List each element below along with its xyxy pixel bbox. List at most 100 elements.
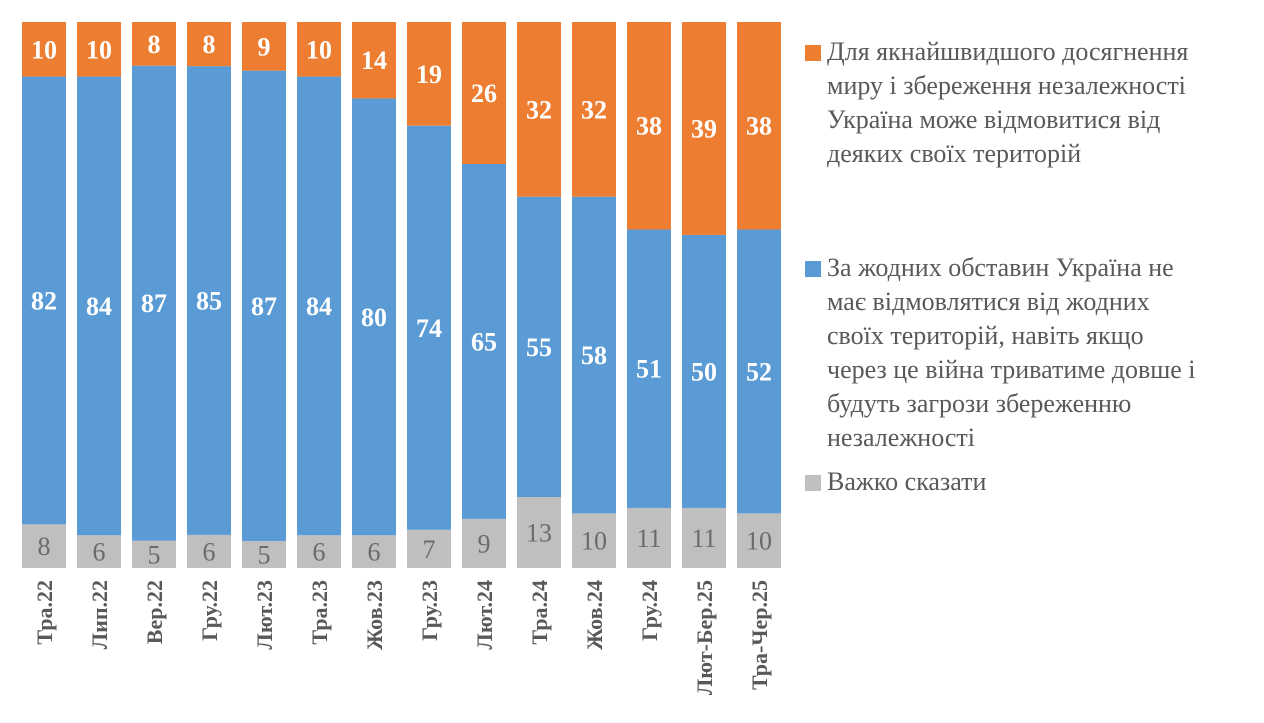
bar-segment-hard-to-say	[22, 524, 66, 568]
data-label: 38	[746, 112, 772, 141]
legend-line: своїх територій, навіть якщо	[827, 321, 1144, 350]
data-label: 32	[581, 95, 607, 124]
bar-segment-concede	[22, 22, 66, 77]
data-label: 10	[31, 35, 57, 64]
data-label: 65	[471, 327, 497, 356]
bar-segment-concede	[737, 22, 781, 230]
bar-stack: 11 51 38	[627, 22, 671, 568]
data-label: 5	[148, 540, 161, 569]
bar-segment-concede	[462, 22, 506, 164]
bar-stack: 6 84 10	[297, 22, 341, 568]
bar-stack: 8 82 10	[22, 22, 66, 568]
bar-segment-hard-to-say	[297, 535, 341, 568]
x-tick-label: Жов.23	[362, 580, 387, 650]
bar-segment-hard-to-say	[737, 513, 781, 568]
legend-line: незалежності	[827, 423, 975, 452]
legend-swatch-blue	[805, 261, 821, 277]
data-label: 11	[636, 524, 661, 553]
bar-segment-no-concession	[407, 125, 451, 530]
x-tick-label: Лют.24	[472, 580, 497, 650]
bar-segment-concede	[407, 22, 451, 126]
legend-line: деяких своїх територій	[827, 139, 1082, 168]
data-label: 8	[203, 30, 216, 59]
bar-segment-no-concession	[627, 229, 671, 508]
bar-stack: 5 87 9	[242, 22, 286, 569]
x-tick-label: Лют.23	[252, 580, 277, 650]
x-tick-label: Тра.23	[307, 580, 332, 645]
data-label: 87	[251, 292, 277, 321]
legend-line: через це війна триватиме довше і	[827, 355, 1196, 384]
data-label: 84	[86, 292, 112, 321]
data-label: 14	[361, 46, 387, 75]
x-tick-label: Тра.24	[527, 580, 552, 645]
data-label: 9	[478, 529, 491, 558]
legend-line: За жодних обставин Україна не	[827, 253, 1174, 282]
bar-segment-no-concession	[572, 196, 616, 514]
bar-stack: 6 85 8	[187, 22, 231, 568]
bar-segment-hard-to-say	[517, 497, 561, 568]
bar-segment-hard-to-say	[462, 518, 506, 568]
data-label: 7	[423, 535, 436, 564]
data-label: 6	[93, 538, 106, 567]
bar-stack: 9 65 26	[462, 22, 506, 568]
legend-label: За жодних обставин Україна не має відмов…	[827, 251, 1255, 455]
legend-line: Україна може відмовитися від	[827, 105, 1161, 134]
data-label: 19	[416, 60, 442, 89]
data-label: 9	[258, 32, 271, 61]
x-tick-label: Тра.22	[32, 580, 57, 645]
bar-stack: 7 74 19	[407, 22, 451, 568]
x-tick-label: Лют-Бер.25	[692, 580, 717, 695]
x-tick-label: Гру.24	[637, 580, 662, 641]
bar-segment-no-concession	[187, 66, 231, 535]
bar-segment-no-concession	[22, 76, 66, 525]
x-tick-label: Гру.23	[417, 580, 442, 641]
legend-item-hard-to-say: Важко сказати	[805, 465, 1255, 499]
bar-segment-concede	[682, 22, 726, 235]
bar-stack: 10 58 32	[572, 22, 616, 568]
bar-segment-no-concession	[462, 163, 506, 519]
bar-segment-hard-to-say	[682, 507, 726, 568]
data-label: 52	[746, 357, 772, 386]
data-label: 87	[141, 289, 167, 318]
x-tick-label: Жов.24	[582, 580, 607, 650]
bar-segment-concede	[572, 22, 616, 197]
x-tick-label: Гру.22	[197, 580, 222, 641]
bar-segment-hard-to-say	[77, 535, 121, 568]
bar-segment-no-concession	[132, 65, 176, 541]
bar-segment-concede	[242, 22, 286, 71]
bar-segment-concede	[352, 22, 396, 99]
bar-segment-no-concession	[737, 229, 781, 514]
x-tick-label: Тра-Чер.25	[747, 580, 772, 690]
bar-segment-hard-to-say	[132, 540, 176, 568]
data-label: 51	[636, 355, 662, 384]
data-label: 74	[416, 314, 442, 343]
legend-swatch-gray	[805, 475, 821, 491]
stacked-bar-chart: 88210Тра.2268410Лип.225878Вер.226858Гру.…	[22, 22, 781, 695]
legend-line: будуть загрози збереженню	[827, 389, 1132, 418]
legend-label: Для якнайшвидшого досягнення миру і збер…	[827, 35, 1255, 171]
data-label: 6	[368, 538, 381, 567]
data-label: 6	[313, 538, 326, 567]
bar-segment-concede	[187, 22, 231, 67]
bar-segment-hard-to-say	[187, 534, 231, 568]
bar-segment-no-concession	[352, 98, 396, 536]
bar-segment-concede	[77, 22, 121, 77]
bar-segment-hard-to-say	[627, 507, 671, 568]
x-tick-label: Вер.22	[142, 580, 167, 644]
legend-line: має відмовлятися від жодних	[827, 287, 1150, 316]
bar-segment-concede	[132, 22, 176, 66]
bar-segment-concede	[627, 22, 671, 230]
data-label: 5	[258, 540, 271, 569]
data-label: 55	[526, 333, 552, 362]
data-label: 11	[691, 524, 716, 553]
bar-stack: 6 80 14	[352, 22, 396, 568]
data-label: 39	[691, 114, 717, 143]
bar-segment-concede	[517, 22, 561, 197]
data-label: 10	[746, 527, 772, 556]
legend-item-concede: Для якнайшвидшого досягнення миру і збер…	[805, 35, 1255, 171]
legend-line: Важко сказати	[827, 467, 987, 496]
bar-segment-hard-to-say	[352, 535, 396, 568]
data-label: 10	[306, 35, 332, 64]
data-label: 8	[38, 532, 51, 561]
bar-stack: 5 87 8	[132, 22, 176, 569]
